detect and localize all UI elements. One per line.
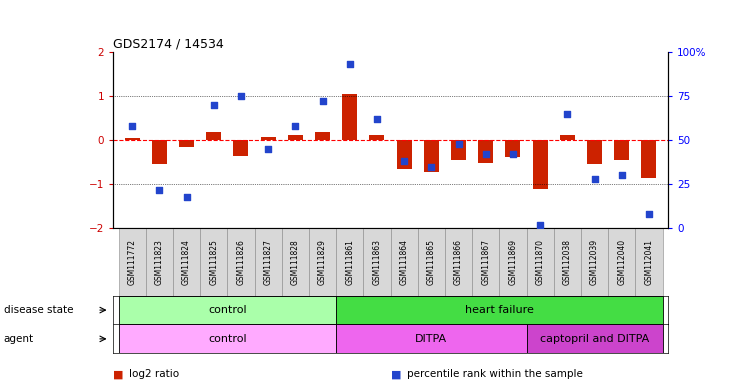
Text: log2 ratio: log2 ratio [129, 369, 180, 379]
Point [616, 172, 628, 179]
Point [317, 98, 328, 104]
Bar [560, 135, 575, 140]
Point [399, 158, 410, 164]
Bar [451, 140, 466, 160]
Bar [336, 324, 526, 353]
Bar [614, 140, 629, 160]
Point [262, 146, 274, 152]
Text: GSM112040: GSM112040 [618, 239, 626, 285]
Text: GSM111866: GSM111866 [454, 239, 463, 285]
Bar [179, 140, 194, 147]
Bar [554, 228, 581, 296]
Bar [478, 140, 493, 163]
Text: GSM111829: GSM111829 [318, 239, 327, 285]
Bar [261, 137, 276, 140]
Text: GSM111869: GSM111869 [508, 239, 518, 285]
Text: ■: ■ [113, 369, 123, 379]
Text: GSM111863: GSM111863 [372, 239, 382, 285]
Bar [418, 228, 445, 296]
Text: ■: ■ [391, 369, 401, 379]
Bar [118, 324, 336, 353]
Point [643, 211, 655, 217]
Text: GSM112041: GSM112041 [645, 239, 653, 285]
Text: GSM111772: GSM111772 [128, 239, 137, 285]
Text: control: control [208, 305, 247, 315]
Bar [315, 132, 330, 140]
Text: disease state: disease state [4, 305, 73, 315]
Bar [336, 296, 663, 324]
Point [453, 141, 464, 147]
Bar [635, 228, 663, 296]
Bar [309, 228, 336, 296]
Bar [364, 228, 391, 296]
Point [235, 93, 247, 99]
Bar [118, 228, 146, 296]
Bar [472, 228, 499, 296]
Bar [526, 228, 554, 296]
Bar [173, 228, 200, 296]
Text: GSM112038: GSM112038 [563, 239, 572, 285]
Point [208, 102, 220, 108]
Text: GSM111867: GSM111867 [481, 239, 491, 285]
Text: GSM111826: GSM111826 [237, 239, 245, 285]
Bar [587, 140, 602, 164]
Bar [125, 138, 139, 140]
Bar [526, 324, 663, 353]
Text: GSM111825: GSM111825 [210, 239, 218, 285]
Bar [499, 228, 526, 296]
Text: GDS2174 / 14534: GDS2174 / 14534 [113, 38, 224, 51]
Bar [152, 140, 167, 164]
Bar [424, 140, 439, 172]
Text: DITPA: DITPA [415, 334, 447, 344]
Point [153, 187, 165, 193]
Text: GSM112039: GSM112039 [590, 239, 599, 285]
Bar [255, 228, 282, 296]
Text: control: control [208, 334, 247, 344]
Text: percentile rank within the sample: percentile rank within the sample [407, 369, 583, 379]
Text: GSM111827: GSM111827 [264, 239, 273, 285]
Bar [396, 140, 412, 169]
Bar [146, 228, 173, 296]
Text: agent: agent [4, 334, 34, 344]
Point [588, 176, 600, 182]
Point [507, 151, 519, 157]
Text: GSM111823: GSM111823 [155, 239, 164, 285]
Bar [282, 228, 309, 296]
Text: heart failure: heart failure [465, 305, 534, 315]
Bar [581, 228, 608, 296]
Text: GSM111870: GSM111870 [536, 239, 545, 285]
Bar [505, 140, 520, 157]
Text: GSM111824: GSM111824 [182, 239, 191, 285]
Bar [533, 140, 548, 189]
Text: GSM111828: GSM111828 [291, 239, 300, 285]
Point [371, 116, 383, 122]
Point [480, 151, 491, 157]
Bar [336, 228, 364, 296]
Point [344, 61, 356, 67]
Bar [288, 135, 303, 140]
Text: captopril and DITPA: captopril and DITPA [540, 334, 649, 344]
Point [426, 164, 437, 170]
Text: GSM111861: GSM111861 [345, 239, 354, 285]
Bar [369, 135, 385, 140]
Bar [342, 94, 357, 140]
Text: GSM111865: GSM111865 [427, 239, 436, 285]
Point [290, 123, 301, 129]
Bar [207, 132, 221, 140]
Point [534, 222, 546, 228]
Bar [391, 228, 418, 296]
Bar [608, 228, 635, 296]
Point [126, 123, 138, 129]
Point [561, 111, 573, 117]
Bar [200, 228, 227, 296]
Bar [227, 228, 255, 296]
Bar [118, 296, 336, 324]
Bar [445, 228, 472, 296]
Text: GSM111864: GSM111864 [399, 239, 409, 285]
Point [181, 194, 193, 200]
Bar [642, 140, 656, 178]
Bar [234, 140, 248, 156]
